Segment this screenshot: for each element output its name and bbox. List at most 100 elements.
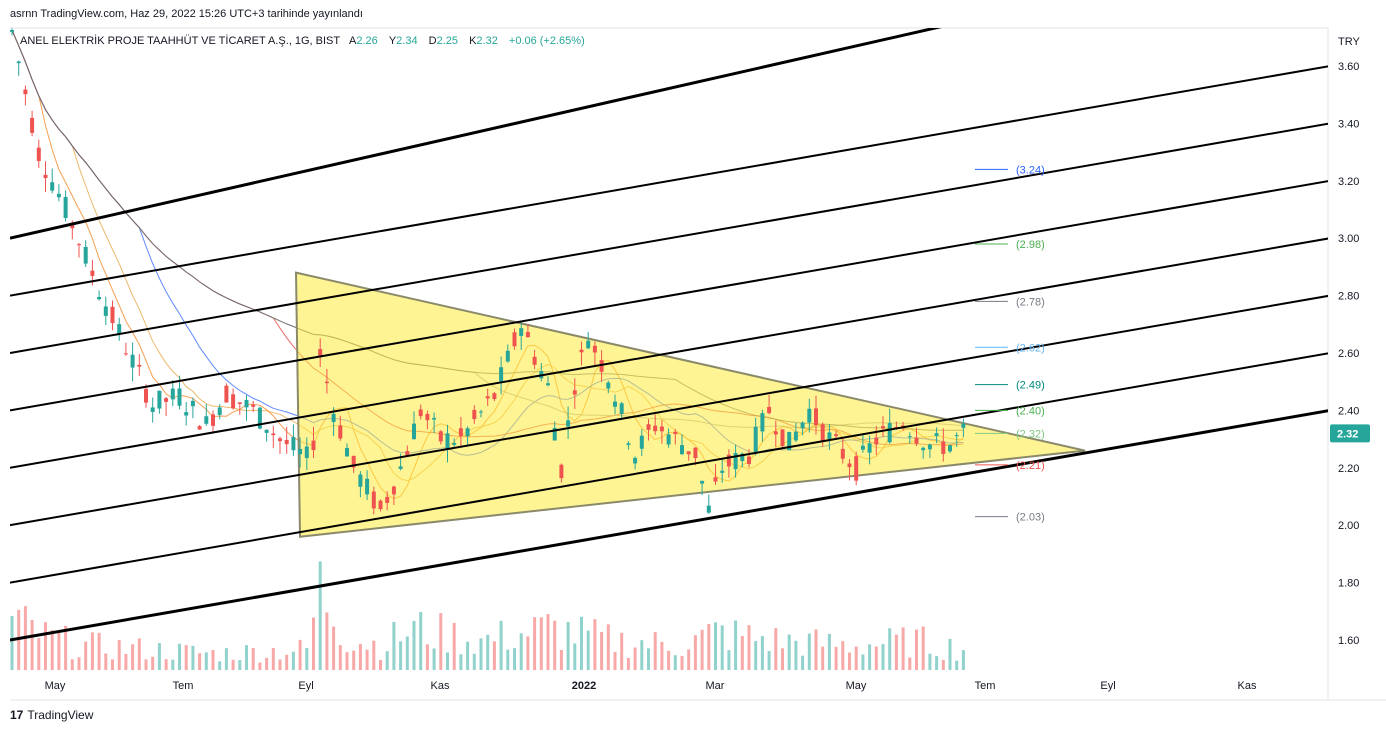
- candle-body: [150, 407, 155, 413]
- y-tick-label: 2.00: [1338, 520, 1359, 532]
- candle-body: [814, 408, 818, 426]
- candle-body: [103, 306, 108, 316]
- candle-body: [23, 89, 28, 95]
- candle-body: [224, 385, 229, 403]
- candle: [693, 447, 698, 466]
- candle-body: [43, 174, 48, 179]
- candle: [190, 397, 195, 419]
- candle: [271, 425, 276, 449]
- footer-brand[interactable]: TradingView: [27, 708, 94, 722]
- price-levels: (3.24) (2.98) (2.78) (2.62) (2.49) (2.40) (2.3…: [975, 164, 1045, 524]
- volume-bar: [740, 635, 744, 670]
- volume-bar: [841, 641, 845, 670]
- price-level-label: (2.03): [1016, 512, 1045, 524]
- candle-body: [907, 436, 912, 438]
- tradingview-logo-icon[interactable]: 17: [10, 708, 24, 722]
- volume-bar: [620, 632, 624, 670]
- close-value: 2.32: [476, 35, 498, 47]
- volume-bar: [647, 648, 650, 670]
- candle-body: [659, 426, 664, 432]
- candle: [726, 449, 731, 478]
- volume-bar: [781, 648, 784, 670]
- volume-bar: [513, 648, 516, 670]
- candle: [820, 422, 825, 447]
- candle-body: [874, 437, 879, 445]
- volume-bar: [915, 629, 918, 670]
- candle-body: [184, 412, 189, 416]
- candle: [592, 341, 597, 367]
- volume-bar: [492, 641, 496, 670]
- volume-bar: [747, 625, 751, 670]
- candle: [298, 437, 303, 468]
- candle: [492, 391, 497, 402]
- y-tick-label: 3.20: [1338, 176, 1359, 188]
- candle-body: [820, 424, 825, 443]
- volume-bar: [285, 654, 289, 670]
- candle: [948, 444, 952, 454]
- candle-body: [780, 429, 785, 447]
- y-tick-label: 3.40: [1338, 118, 1359, 130]
- symbol-name[interactable]: ANEL ELEKTRİK PROJE TAAHHÜT VE TİCARET A…: [20, 35, 340, 47]
- candle: [713, 463, 718, 485]
- candle-body: [807, 408, 812, 423]
- candle-body: [157, 390, 162, 409]
- volume-bar: [955, 660, 959, 670]
- candle-body: [726, 454, 731, 467]
- trendline: [10, 409, 1328, 642]
- candle: [599, 350, 604, 382]
- price-level: (2.40): [975, 405, 1045, 417]
- candle: [36, 139, 41, 168]
- volume-bar: [265, 657, 269, 670]
- candle-body: [137, 364, 142, 367]
- volume-bar: [452, 622, 456, 670]
- volume-bar: [231, 659, 235, 670]
- price-level-label: (2.32): [1016, 428, 1045, 440]
- candle-body: [338, 425, 343, 439]
- candle: [304, 437, 309, 470]
- candle-body: [586, 340, 591, 349]
- price-level: (2.98): [975, 239, 1045, 251]
- volume-bar: [379, 659, 382, 670]
- volume-bar: [526, 636, 530, 670]
- candle: [438, 430, 443, 445]
- candle: [284, 426, 289, 454]
- candle-body: [405, 451, 410, 456]
- candle: [412, 411, 416, 440]
- candle: [793, 422, 798, 443]
- candle-body: [479, 411, 483, 413]
- candle: [854, 451, 859, 486]
- volume-bar: [720, 625, 724, 670]
- candle: [733, 444, 738, 478]
- candle-body: [733, 452, 738, 470]
- trendline: [10, 65, 1328, 297]
- candle-body: [311, 440, 316, 451]
- x-tick-label: Tem: [975, 680, 996, 692]
- price-level-label: (2.78): [1016, 296, 1045, 308]
- candle: [30, 110, 35, 137]
- volume-bar: [827, 633, 831, 670]
- candle-body: [867, 443, 872, 453]
- candle-body: [686, 451, 691, 455]
- volume-bar: [432, 648, 436, 670]
- candle-body: [217, 407, 222, 415]
- candle-body: [418, 409, 423, 417]
- candle: [77, 243, 81, 258]
- y-tick-label: 2.60: [1338, 348, 1359, 360]
- y-tick-label: 2.20: [1338, 463, 1359, 475]
- candle-body: [619, 403, 624, 414]
- candle: [117, 317, 122, 341]
- volume-bar: [97, 632, 101, 670]
- candle-body: [77, 244, 81, 246]
- x-tick-label: Tem: [173, 680, 194, 692]
- candle: [613, 394, 617, 415]
- volume-bar: [224, 648, 228, 670]
- candle-body: [90, 270, 95, 276]
- candle-body: [793, 431, 798, 441]
- candle-body: [639, 435, 644, 449]
- candle: [827, 424, 832, 451]
- volume-bar: [198, 653, 202, 670]
- candle: [197, 424, 202, 430]
- candle-body: [599, 360, 604, 372]
- candle-body: [840, 448, 845, 459]
